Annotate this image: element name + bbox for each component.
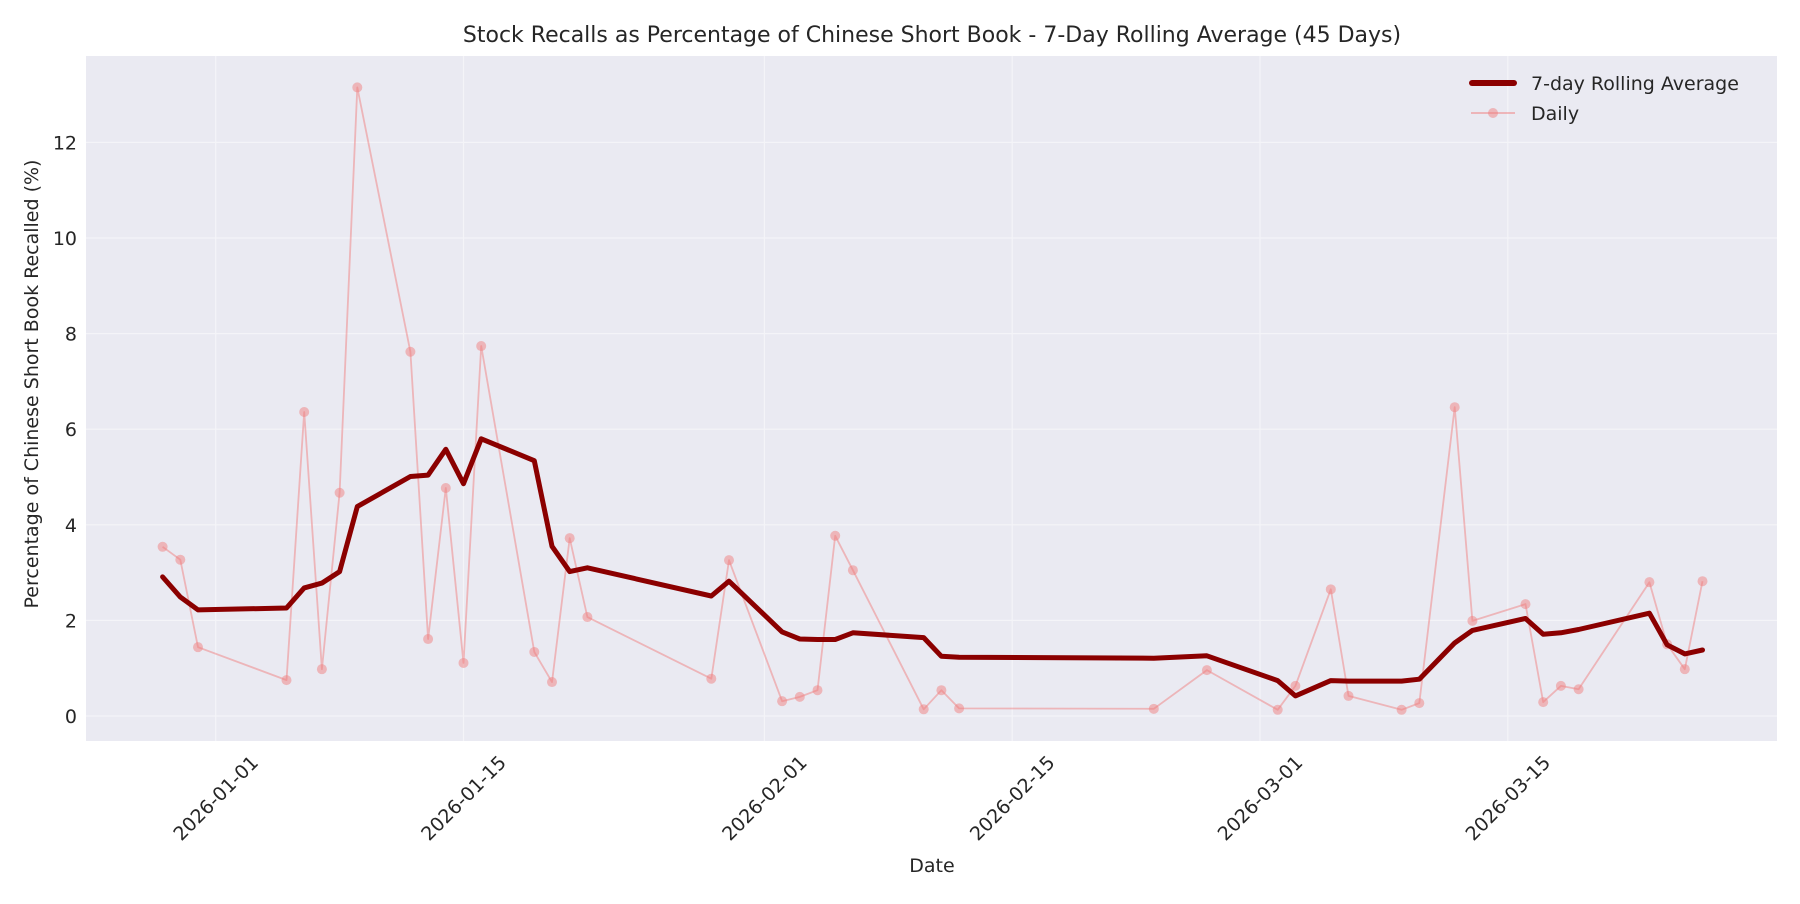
legend-item-daily: Daily: [1471, 103, 1579, 125]
y-tick-label: 10: [53, 228, 77, 250]
y-axis-label: Percentage of Chinese Short Book Recalle…: [21, 160, 43, 609]
y-tick-label: 12: [53, 132, 77, 154]
x-tick-label: 2026-01-01: [169, 752, 263, 846]
daily-point-marker: [334, 487, 345, 498]
x-gridlines: [215, 56, 1509, 741]
daily-point-marker: [1573, 684, 1584, 695]
y-tick-label: 6: [65, 419, 77, 441]
legend-label-daily: Daily: [1531, 103, 1579, 125]
daily-point-marker: [936, 685, 947, 696]
daily-point-marker: [1538, 697, 1549, 708]
daily-point-marker: [352, 82, 363, 93]
daily-point-marker: [299, 406, 310, 417]
daily-point-marker: [405, 346, 416, 357]
daily-point-marker: [529, 646, 540, 657]
daily-point-marker: [1520, 599, 1531, 610]
daily-point-marker: [1148, 703, 1159, 714]
daily-point-marker: [706, 673, 717, 684]
daily-point-marker: [812, 685, 823, 696]
daily-series: [157, 82, 1708, 715]
daily-point-marker: [440, 482, 451, 493]
x-tick-label: 2026-01-15: [417, 752, 511, 846]
daily-point-marker: [1555, 680, 1566, 691]
legend: 7-day Rolling Average Daily: [1469, 73, 1739, 125]
daily-point-marker: [1290, 680, 1301, 691]
daily-point-marker: [564, 533, 575, 544]
rolling-average-line: [160, 436, 1705, 699]
x-tick-label: 2026-02-01: [718, 752, 812, 846]
daily-point-marker: [794, 691, 805, 702]
daily-point-marker: [1644, 577, 1655, 588]
daily-point-marker: [316, 664, 327, 675]
x-axis-label: Date: [909, 855, 954, 877]
daily-point-marker: [476, 341, 487, 352]
legend-label-rolling-average: 7-day Rolling Average: [1531, 73, 1739, 95]
daily-point-marker: [1679, 664, 1690, 675]
y-tick-label: 8: [65, 324, 77, 346]
y-tick-label: 0: [65, 706, 77, 728]
daily-point-marker: [1272, 704, 1283, 715]
x-axis-ticks: 2026-01-01 2026-01-15 2026-02-01 2026-02-15…: [169, 752, 1555, 846]
y-tick-label: 4: [65, 515, 77, 537]
y-axis-ticks: 0 2 4 6 8 10 12: [53, 132, 77, 728]
daily-point-marker: [547, 677, 557, 688]
x-tick-label: 2026-02-15: [966, 752, 1060, 846]
daily-point-marker: [1414, 698, 1425, 709]
daily-point-marker: [582, 612, 593, 623]
daily-point-marker: [724, 555, 734, 566]
daily-point-marker: [1343, 690, 1354, 701]
legend-marker-daily-icon: [1488, 108, 1498, 118]
daily-point-marker: [847, 565, 858, 576]
y-tick-label: 2: [65, 610, 77, 632]
chart-title: Stock Recalls as Percentage of Chinese S…: [463, 23, 1401, 48]
daily-point-marker: [1396, 704, 1407, 715]
daily-point-marker: [1697, 576, 1708, 587]
daily-point-marker: [1201, 665, 1212, 676]
x-tick-label: 2026-03-15: [1461, 752, 1555, 846]
daily-point-marker: [830, 530, 841, 541]
plot-area: [86, 56, 1777, 741]
daily-point-marker: [193, 642, 203, 653]
daily-point-marker: [777, 696, 788, 707]
daily-point-marker: [423, 634, 434, 645]
daily-point-marker: [1325, 584, 1336, 595]
daily-point-marker: [281, 675, 292, 686]
daily-point-marker: [157, 541, 168, 552]
daily-point-marker: [918, 704, 929, 715]
rolling-average-series: [160, 436, 1705, 699]
x-tick-label: 2026-03-01: [1214, 752, 1308, 846]
daily-point-marker: [954, 703, 965, 714]
daily-point-marker: [1449, 402, 1460, 413]
daily-point-marker: [1467, 615, 1478, 626]
daily-point-marker: [175, 554, 186, 565]
legend-item-rolling-average: 7-day Rolling Average: [1469, 73, 1739, 95]
daily-point-marker: [458, 657, 469, 668]
